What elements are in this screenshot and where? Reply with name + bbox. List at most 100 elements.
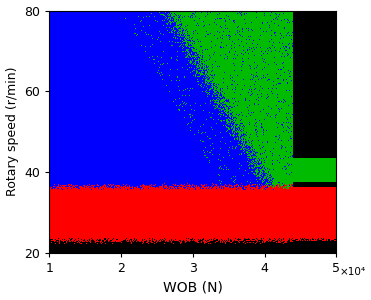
Point bbox=[108, 215, 114, 220]
Point bbox=[159, 46, 165, 51]
Point bbox=[53, 234, 59, 239]
Point bbox=[298, 80, 304, 85]
Point bbox=[145, 65, 151, 70]
Point bbox=[186, 190, 192, 194]
Point bbox=[263, 36, 269, 41]
Point bbox=[256, 96, 262, 100]
Point bbox=[56, 206, 62, 211]
Point bbox=[222, 99, 228, 104]
Point bbox=[165, 133, 171, 138]
Point bbox=[50, 141, 56, 146]
Point bbox=[59, 132, 65, 137]
Point bbox=[51, 195, 57, 200]
Point bbox=[263, 137, 269, 142]
Point bbox=[281, 72, 287, 77]
Point bbox=[171, 76, 177, 81]
Point bbox=[52, 114, 58, 119]
Point bbox=[252, 198, 257, 203]
Point bbox=[316, 82, 322, 87]
Point bbox=[297, 190, 303, 194]
Point bbox=[297, 200, 303, 205]
Point bbox=[158, 44, 164, 48]
Point bbox=[100, 147, 106, 152]
Point bbox=[162, 37, 168, 42]
Point bbox=[84, 223, 90, 227]
Point bbox=[82, 48, 88, 52]
Point bbox=[211, 64, 217, 69]
Point bbox=[202, 101, 208, 106]
Point bbox=[312, 200, 318, 204]
Point bbox=[287, 249, 293, 254]
Point bbox=[195, 64, 201, 69]
Point bbox=[218, 230, 224, 235]
Point bbox=[149, 216, 155, 220]
Point bbox=[210, 217, 216, 222]
Point bbox=[182, 92, 188, 96]
Point bbox=[281, 221, 287, 226]
Point bbox=[169, 107, 175, 112]
Point bbox=[311, 229, 317, 233]
Point bbox=[291, 223, 297, 228]
Point bbox=[150, 82, 156, 86]
Point bbox=[70, 195, 76, 200]
Point bbox=[309, 122, 315, 127]
Point bbox=[309, 187, 315, 192]
Point bbox=[89, 172, 95, 176]
Point bbox=[116, 214, 122, 219]
Point bbox=[260, 125, 266, 130]
Point bbox=[232, 12, 237, 17]
Point bbox=[118, 11, 124, 16]
Point bbox=[275, 113, 281, 118]
Point bbox=[162, 127, 168, 132]
Point bbox=[200, 195, 206, 200]
Point bbox=[105, 79, 111, 83]
Point bbox=[211, 223, 217, 228]
Point bbox=[190, 203, 196, 208]
Point bbox=[256, 188, 262, 193]
Point bbox=[233, 66, 239, 70]
Point bbox=[52, 173, 58, 178]
Point bbox=[168, 128, 174, 133]
Point bbox=[271, 175, 277, 180]
Point bbox=[194, 224, 200, 229]
Point bbox=[241, 166, 247, 171]
Point bbox=[150, 63, 156, 68]
Point bbox=[90, 128, 96, 133]
Point bbox=[296, 196, 302, 201]
Point bbox=[245, 123, 251, 128]
Point bbox=[199, 250, 205, 255]
Point bbox=[275, 23, 281, 28]
Point bbox=[286, 206, 292, 210]
Point bbox=[151, 249, 157, 254]
Point bbox=[320, 15, 326, 20]
Point bbox=[278, 108, 283, 113]
Point bbox=[187, 217, 193, 222]
Point bbox=[284, 149, 290, 154]
Point bbox=[274, 114, 280, 118]
Point bbox=[205, 119, 211, 124]
Point bbox=[318, 190, 324, 194]
Point bbox=[308, 125, 314, 130]
Point bbox=[95, 87, 101, 92]
Point bbox=[175, 146, 181, 151]
Point bbox=[171, 10, 177, 15]
Point bbox=[321, 213, 327, 218]
Point bbox=[105, 51, 111, 56]
Point bbox=[99, 92, 105, 96]
Point bbox=[274, 105, 280, 110]
Point bbox=[102, 56, 108, 61]
Point bbox=[173, 181, 179, 186]
Point bbox=[105, 165, 111, 170]
Point bbox=[99, 54, 105, 58]
Point bbox=[220, 25, 226, 29]
Point bbox=[104, 242, 110, 247]
Point bbox=[191, 82, 197, 87]
Point bbox=[281, 171, 287, 176]
Point bbox=[116, 148, 122, 153]
Point bbox=[316, 182, 322, 187]
Point bbox=[137, 154, 142, 159]
Point bbox=[112, 171, 118, 176]
Point bbox=[186, 206, 192, 210]
Point bbox=[241, 159, 247, 164]
Point bbox=[325, 212, 331, 217]
